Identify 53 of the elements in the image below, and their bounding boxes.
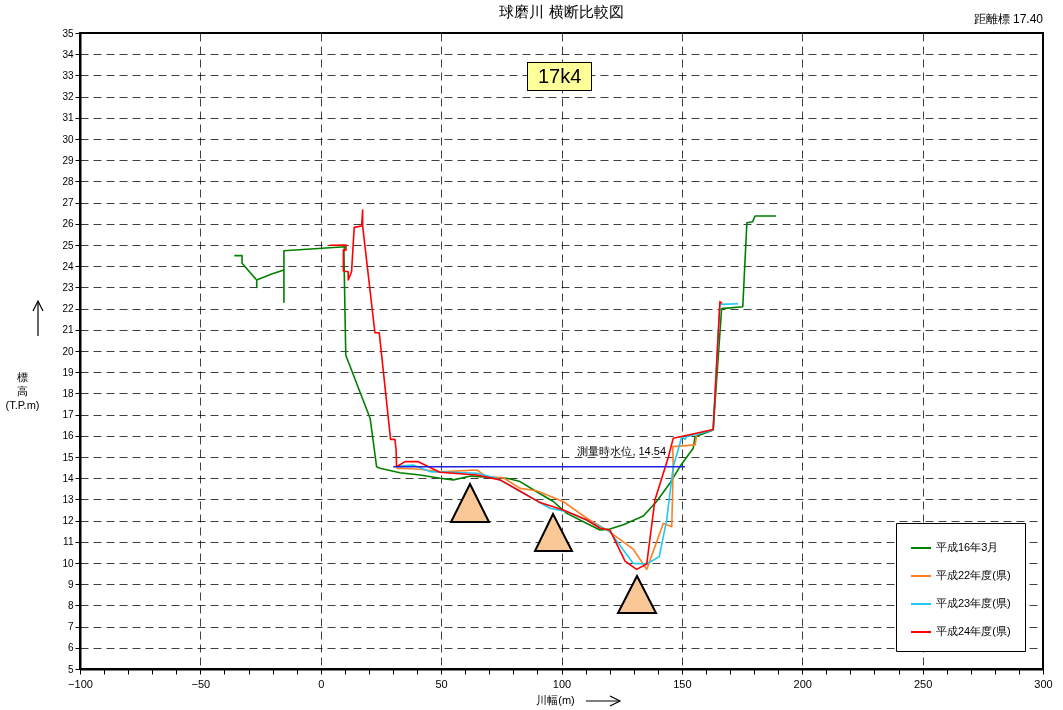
x-tick-label: 0 bbox=[318, 677, 325, 690]
x-tick-label: 300 bbox=[1034, 677, 1053, 690]
y-tick-label: 25 bbox=[62, 239, 74, 251]
y-axis-title: 標高(T.P.m) bbox=[5, 370, 40, 411]
y-tick-label: 12 bbox=[62, 515, 74, 527]
y-tick-label: 35 bbox=[62, 27, 74, 39]
text: 距離標 17.40 bbox=[973, 11, 1043, 28]
y-tick-label: 34 bbox=[62, 48, 74, 60]
y-tick-label: 22 bbox=[62, 303, 74, 315]
y-tick-label: 32 bbox=[62, 91, 74, 103]
y-tick-label: 17 bbox=[62, 409, 74, 421]
x-tick-label: 150 bbox=[673, 677, 692, 690]
y-tick-label: 23 bbox=[62, 281, 74, 293]
x-tick-label: −50 bbox=[191, 677, 211, 690]
legend-label: 平成22年度(県) bbox=[936, 569, 1011, 581]
line-series bbox=[328, 209, 723, 571]
x-tick-label: 100 bbox=[552, 677, 572, 690]
y-tick-label: 31 bbox=[62, 112, 74, 124]
annotation: 測量時水位, 14.54 bbox=[577, 444, 667, 457]
y-tick-label: 20 bbox=[62, 345, 74, 357]
y-tick-label: 18 bbox=[62, 387, 74, 399]
line-series bbox=[233, 215, 777, 531]
y-tick-label: 5 bbox=[67, 663, 74, 675]
y-tick-label: 11 bbox=[63, 536, 74, 548]
legend-label: 平成16年3月 bbox=[936, 541, 999, 553]
y-tick-label: 6 bbox=[67, 642, 74, 654]
y-tick-label: 24 bbox=[62, 260, 74, 272]
line-series bbox=[395, 434, 698, 571]
x-tick-label: 200 bbox=[793, 677, 812, 690]
x-tick-label: −100 bbox=[68, 677, 93, 690]
y-tick-label: 21 bbox=[62, 324, 74, 336]
y-tick-label: 33 bbox=[62, 69, 74, 81]
y-tick-label: 19 bbox=[62, 366, 74, 378]
y-tick-label: 13 bbox=[62, 493, 74, 505]
y-tick-label: 27 bbox=[62, 197, 74, 209]
y-tick-label: 8 bbox=[67, 599, 74, 611]
y-tick-label: 7 bbox=[67, 621, 74, 633]
y-tick-label: 26 bbox=[62, 218, 74, 230]
legend-label: 平成23年度(県) bbox=[936, 597, 1011, 609]
y-tick-label: 10 bbox=[62, 557, 74, 569]
y-tick-label: 14 bbox=[62, 472, 74, 484]
legend-label: 平成24年度(県) bbox=[936, 625, 1011, 637]
y-tick-label: 15 bbox=[62, 451, 74, 463]
chart-title: 球磨川 横断比較図 bbox=[499, 3, 624, 20]
annotation: 17k4 bbox=[527, 62, 593, 91]
x-tick-label: 250 bbox=[913, 677, 933, 690]
y-tick-label: 30 bbox=[62, 133, 74, 145]
y-tick-label: 16 bbox=[62, 430, 74, 442]
y-tick-label: 28 bbox=[62, 175, 74, 187]
y-tick-label: 9 bbox=[67, 578, 74, 590]
x-tick-label: 50 bbox=[435, 677, 448, 690]
y-tick-label: 29 bbox=[62, 154, 74, 166]
x-axis-title: 川幅(m) bbox=[536, 693, 575, 706]
